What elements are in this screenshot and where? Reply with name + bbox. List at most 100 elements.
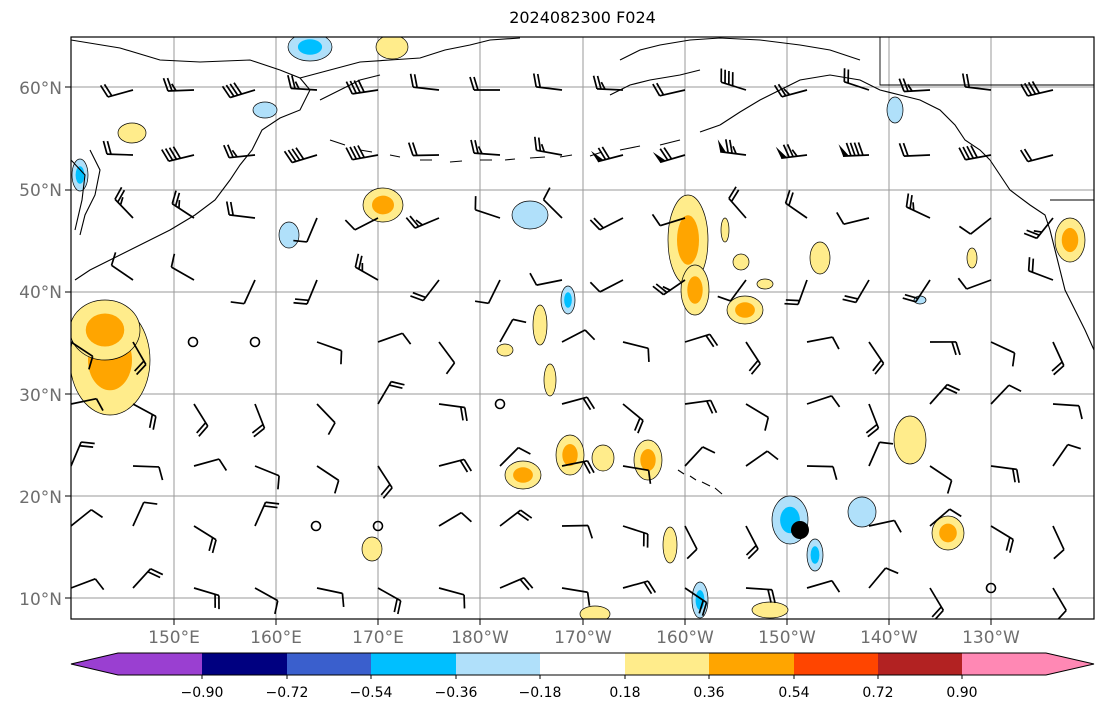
colorbar-extend-low: [71, 653, 118, 675]
barb-feather: [41, 143, 45, 156]
barb-staff: [684, 446, 704, 467]
wind-barb: [958, 217, 992, 235]
barb-staff: [1052, 341, 1065, 366]
barb-feather: [906, 83, 913, 92]
wind-barb: [230, 279, 256, 305]
contour-fill-layer: [71, 37, 1086, 619]
barb-feather: [81, 441, 95, 445]
barb-feather: [459, 406, 464, 421]
barb-staff: [1027, 154, 1054, 163]
barb-staff: [71, 397, 97, 405]
barb-feather: [1053, 365, 1065, 376]
barb-feather: [843, 68, 846, 82]
barb-feather: [263, 505, 278, 509]
barb-feather: [865, 423, 878, 434]
barb-feather: [287, 149, 297, 162]
barb-feather: [469, 76, 475, 91]
positive-contour: [496, 343, 514, 357]
barb-feather: [966, 145, 975, 159]
wind-barb: [499, 446, 531, 467]
barb-feather: [135, 363, 147, 376]
barb-staff: [71, 578, 96, 589]
barb-staff: [107, 89, 134, 98]
barb-feather: [592, 75, 598, 90]
barb-feather: [225, 201, 231, 216]
barb-feather: [470, 139, 475, 154]
wind-barb: [775, 143, 808, 160]
barb-staff: [728, 197, 747, 219]
wind-barb: [990, 465, 1020, 483]
lat-label: 60°N: [19, 79, 62, 99]
barb-feather: [728, 186, 737, 199]
barb-feather: [293, 239, 307, 243]
barb-feather: [349, 146, 358, 160]
barb-staff: [422, 279, 440, 302]
wind-barb: [438, 511, 472, 527]
wind-barb: [842, 279, 870, 304]
barb-staff: [291, 154, 318, 164]
wind-barb: [542, 187, 563, 219]
colorbar-tick-label: 0.54: [778, 685, 809, 701]
barb-feather: [1026, 229, 1040, 237]
wind-barb: [622, 403, 644, 434]
wind-barb: [223, 144, 256, 159]
barb-feather: [647, 580, 657, 594]
barb-feather: [1020, 83, 1029, 97]
barb-feather: [412, 291, 426, 299]
barb-feather: [473, 76, 479, 91]
barb-staff: [903, 154, 931, 157]
barb-feather: [532, 73, 538, 88]
wind-barb: [784, 189, 808, 219]
barb-feather: [586, 396, 596, 410]
barb-feather: [415, 219, 423, 226]
barb-feather: [951, 341, 957, 356]
wind-barb: [132, 501, 158, 527]
barb-feather: [391, 380, 405, 386]
barb-staff: [599, 279, 624, 293]
barb-feather: [587, 525, 594, 539]
barb-feather: [720, 68, 723, 83]
barb-feather: [388, 384, 403, 390]
barb-staff: [354, 217, 379, 231]
wind-barb: [221, 82, 256, 99]
barb-feather: [158, 466, 164, 481]
barb-feather: [902, 142, 909, 157]
barb-staff: [475, 208, 501, 219]
barb-staff: [352, 154, 379, 161]
wind-barb: [1052, 443, 1082, 467]
barb-feather: [961, 73, 967, 88]
barb-feather: [221, 85, 231, 99]
wind-barb: [1027, 257, 1054, 281]
barb-staff: [132, 465, 160, 468]
barb-staff: [622, 525, 649, 535]
wind-barb: [438, 341, 456, 375]
colorbar-segment: [118, 653, 202, 675]
barb-staff: [438, 511, 462, 527]
colorbar-segment: [625, 653, 709, 675]
barb-feather: [651, 213, 661, 227]
barb-staff: [168, 154, 195, 163]
barb-feather: [223, 144, 230, 159]
lon-label: 150°E: [148, 628, 200, 648]
wind-barb: [806, 395, 841, 408]
barb-feather: [1053, 548, 1065, 560]
wind-barb: [684, 525, 698, 560]
barb-staff: [1028, 269, 1054, 281]
barb-staff: [254, 403, 266, 429]
wind-barb: [929, 341, 961, 356]
barb-feather: [357, 79, 365, 93]
positive-contour: [532, 304, 548, 346]
barb-feather: [463, 458, 473, 472]
barb-feather: [784, 302, 799, 306]
wind-barb: [225, 201, 256, 219]
barb-staff: [745, 525, 759, 550]
wind-barb: [474, 279, 501, 305]
barb-staff: [720, 81, 747, 91]
axis-ticks: [65, 86, 992, 625]
barb-feather: [589, 219, 601, 231]
barb-feather: [847, 69, 850, 84]
barb-staff: [536, 86, 563, 91]
lat-label: 20°N: [19, 488, 62, 508]
barb-feather: [706, 400, 714, 414]
barb-feather: [1008, 384, 1022, 393]
